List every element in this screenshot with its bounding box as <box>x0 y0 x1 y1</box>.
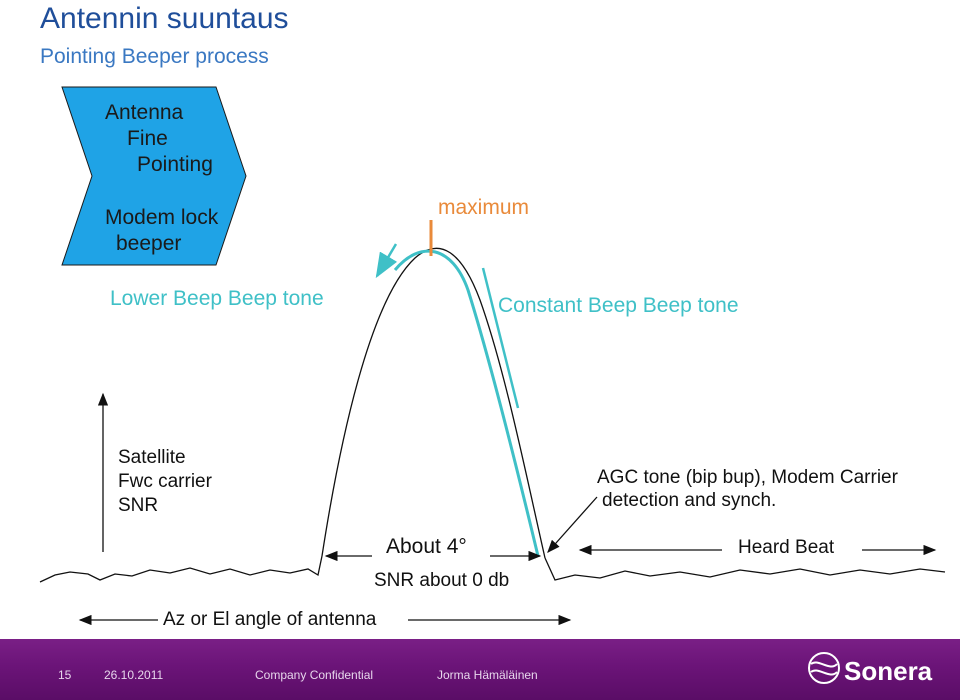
agc-pointer-arrow <box>547 496 598 553</box>
heard-beat-label: Heard Beat <box>738 537 835 558</box>
agc-label-line2: detection and synch. <box>602 490 777 511</box>
footer-bar <box>0 639 960 700</box>
about4-label: About 4° <box>386 535 467 558</box>
page-subtitle: Pointing Beeper process <box>40 45 269 68</box>
sonera-logo-icon <box>808 652 840 684</box>
chevron-shape <box>61 86 247 266</box>
y-axis-label-satellite: Satellite <box>118 447 186 468</box>
noise-baseline-left <box>39 555 323 583</box>
noise-baseline-right <box>544 557 946 581</box>
constant-beep-label: Constant Beep Beep tone <box>498 294 739 317</box>
footer-author: Jorma Hämäläinen <box>437 668 538 682</box>
footer-confidential: Company Confidential <box>255 668 374 682</box>
chevron-label-fine: Fine <box>127 127 168 150</box>
teal-arrow-left <box>375 243 398 279</box>
maximum-label: maximum <box>438 196 530 219</box>
chevron-label-pointing: Pointing <box>137 153 213 176</box>
page-title: Antennin suuntaus <box>40 2 289 35</box>
chevron-label-modem-lock: Modem lock <box>105 206 219 229</box>
y-axis-label-carrier: Fwc carrier <box>118 471 212 492</box>
chevron-label-antenna: Antenna <box>105 101 184 124</box>
snr-peak-curve <box>321 247 546 559</box>
angle-axis-label: Az or El angle of antenna <box>163 609 377 630</box>
agc-label-line1: AGC tone (bip bup), Modem Carrier <box>597 467 898 488</box>
lower-beep-label: Lower Beep Beep tone <box>110 287 324 310</box>
teal-line-right <box>481 267 520 409</box>
sonera-logo-text: Sonera <box>844 656 933 686</box>
teal-tone-curve <box>393 249 540 557</box>
footer-date: 26.10.2011 <box>104 668 164 682</box>
snr-about-label: SNR about 0 db <box>374 570 510 591</box>
chevron-label-beeper: beeper <box>116 232 182 255</box>
y-axis-label-snr: SNR <box>118 495 159 516</box>
footer-page-number: 15 <box>58 668 72 682</box>
